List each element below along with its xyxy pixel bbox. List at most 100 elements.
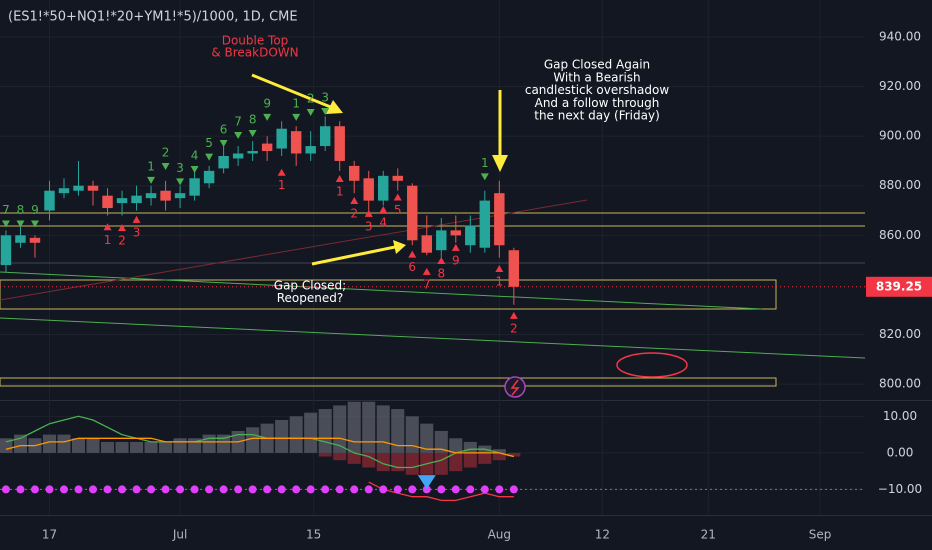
td-count: 1 bbox=[496, 274, 504, 288]
candle-body bbox=[319, 126, 331, 147]
highlight-ellipse bbox=[616, 352, 688, 378]
indicator-dot bbox=[74, 485, 83, 494]
candle-body bbox=[102, 195, 113, 209]
td-marker bbox=[219, 139, 228, 147]
td-count: 5 bbox=[394, 203, 402, 217]
indicator-dot bbox=[277, 485, 286, 494]
candle-body bbox=[247, 151, 258, 154]
histogram-bar bbox=[405, 452, 419, 475]
histogram-bar bbox=[275, 420, 289, 453]
x-tick-label: 21 bbox=[701, 528, 716, 542]
td-marker bbox=[364, 209, 373, 217]
histogram-bar bbox=[304, 412, 318, 453]
candle-body bbox=[73, 185, 84, 191]
indicator-dot bbox=[263, 485, 272, 494]
candle-body bbox=[15, 235, 26, 243]
td-count: 4 bbox=[379, 215, 387, 229]
histogram-bar bbox=[217, 434, 231, 453]
td-count: 7 bbox=[234, 115, 242, 129]
x-tick-label: 12 bbox=[595, 528, 610, 542]
td-count: 1 bbox=[278, 178, 286, 192]
y-tick-label: 800.00 bbox=[879, 377, 921, 391]
td-count: 2 bbox=[118, 234, 126, 248]
td-count: 5 bbox=[205, 136, 213, 150]
td-count: 3 bbox=[321, 90, 329, 104]
td-marker bbox=[451, 243, 460, 251]
td-count: 1 bbox=[147, 159, 155, 173]
x-tick-label: Sep bbox=[809, 528, 832, 542]
indicator-line bbox=[5, 415, 514, 469]
histogram-bar bbox=[492, 449, 506, 453]
histogram-bar bbox=[289, 416, 303, 453]
td-marker bbox=[379, 205, 388, 213]
histogram-bar bbox=[376, 405, 390, 453]
td-marker bbox=[103, 223, 112, 231]
indicator-dot bbox=[437, 485, 446, 494]
indicator-dot bbox=[393, 485, 402, 494]
histogram-bar bbox=[318, 452, 332, 457]
td-count: 9 bbox=[452, 253, 460, 267]
arrow-head bbox=[492, 155, 508, 172]
indicator-dot bbox=[118, 485, 127, 494]
candle-body bbox=[58, 188, 70, 194]
annotation: And a follow through bbox=[535, 96, 660, 110]
y-tick-label: 920.00 bbox=[879, 79, 921, 93]
candle-body bbox=[363, 178, 374, 201]
histogram-bar bbox=[492, 452, 506, 461]
td-marker bbox=[509, 311, 518, 319]
annotation: Gap Closed; bbox=[274, 279, 346, 293]
histogram-bar bbox=[86, 438, 100, 453]
annotation: Gap Closed Again bbox=[544, 58, 650, 72]
indicator-line bbox=[5, 437, 514, 458]
histogram-bar bbox=[100, 441, 115, 453]
indicator-dot bbox=[451, 485, 460, 494]
indicator-dot bbox=[147, 485, 156, 494]
td-marker bbox=[248, 130, 257, 138]
histogram-bar bbox=[434, 430, 448, 453]
histogram-bar bbox=[13, 434, 27, 453]
td-marker bbox=[437, 257, 446, 265]
event-icon[interactable] bbox=[504, 376, 526, 398]
td-count: 8 bbox=[437, 267, 445, 281]
td-marker bbox=[234, 132, 243, 140]
td-count: 6 bbox=[220, 122, 228, 136]
x-tick-label: Aug bbox=[488, 528, 511, 542]
td-count: 3 bbox=[176, 161, 184, 175]
histogram-bar bbox=[478, 452, 492, 464]
arrow-head bbox=[393, 240, 406, 254]
candle-body bbox=[131, 195, 142, 204]
indicator-dot bbox=[335, 485, 344, 494]
histogram-bar bbox=[42, 434, 57, 453]
indicator-dot bbox=[480, 485, 489, 494]
annotation: the next day (Friday) bbox=[534, 109, 660, 123]
td-count: 6 bbox=[408, 260, 416, 274]
x-tick-label: Jul bbox=[172, 528, 187, 542]
histogram-bar bbox=[115, 441, 129, 453]
indicator-dot bbox=[176, 485, 185, 494]
candle-body bbox=[0, 235, 12, 266]
histogram-bar bbox=[463, 452, 477, 468]
y-tick-label: 860.00 bbox=[879, 228, 921, 242]
histogram-bar bbox=[362, 401, 376, 453]
histogram-bar bbox=[318, 409, 332, 453]
td-count: 4 bbox=[191, 148, 199, 162]
histogram-bar bbox=[347, 452, 361, 464]
candle-body bbox=[494, 193, 505, 246]
histogram-bar bbox=[391, 409, 405, 453]
candle-body bbox=[421, 235, 432, 253]
indicator-dot bbox=[103, 485, 112, 494]
candle-body bbox=[348, 165, 360, 181]
indicator-dot bbox=[190, 485, 199, 494]
td-count: 2 bbox=[510, 321, 518, 335]
indicator-dot bbox=[364, 485, 373, 494]
histogram-bar bbox=[405, 416, 419, 453]
histogram-bar bbox=[507, 452, 521, 457]
indicator-dot bbox=[509, 485, 518, 494]
histogram-bar bbox=[376, 452, 390, 472]
td-marker bbox=[190, 165, 199, 173]
indicator-dot bbox=[234, 485, 243, 494]
event-icon-bolt bbox=[510, 379, 520, 396]
